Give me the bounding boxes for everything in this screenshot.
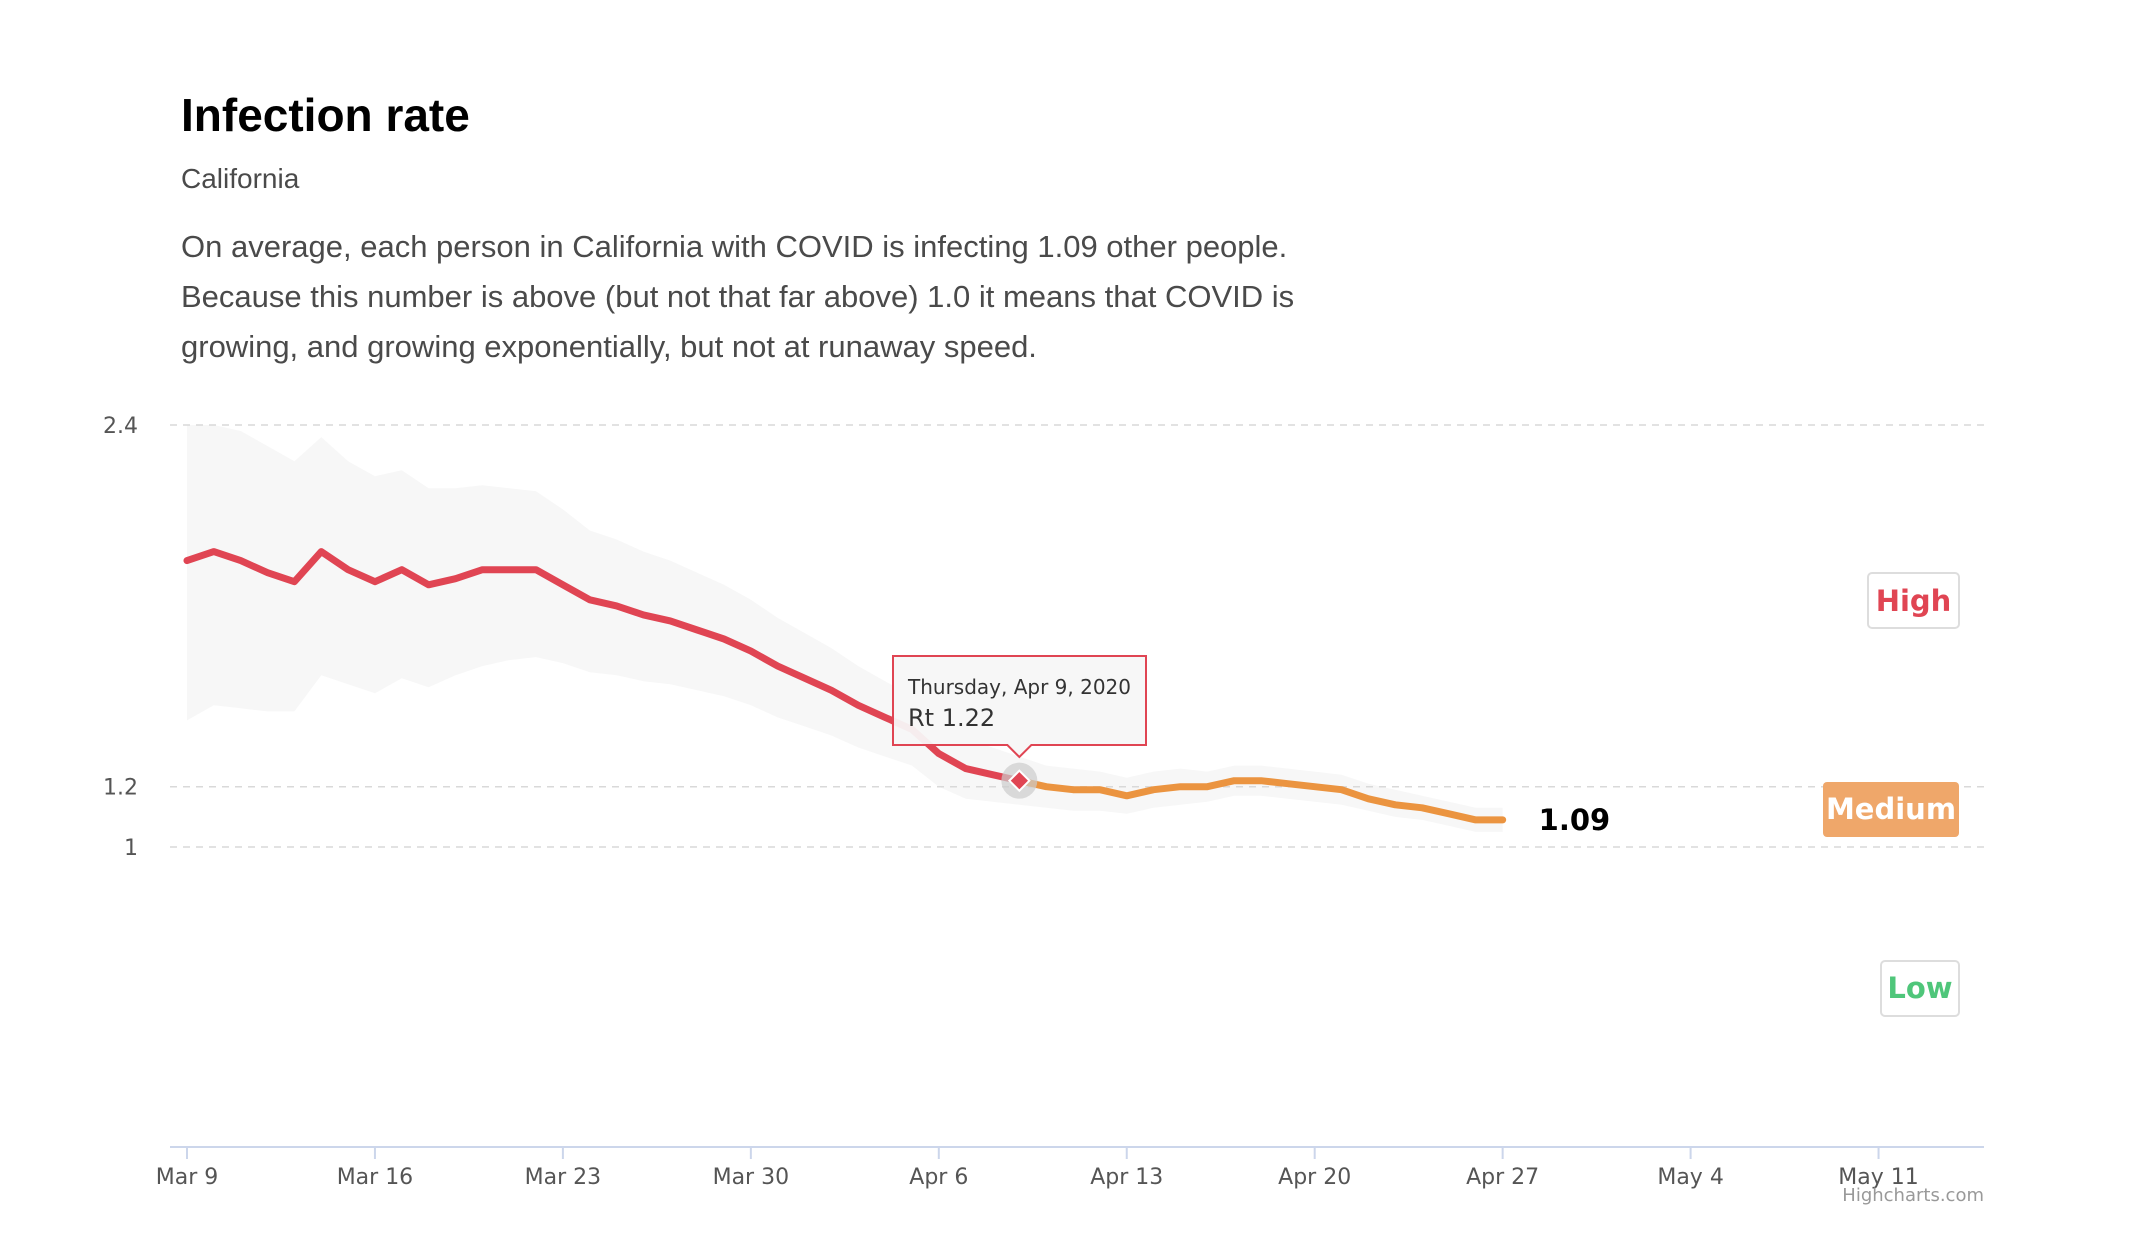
x-tick-label: Mar 23 [525, 1165, 602, 1190]
rt-line-high [183, 548, 1023, 785]
x-tick-label: Mar 16 [337, 1165, 414, 1190]
highcharts-credits[interactable]: Highcharts.com [1842, 1185, 1984, 1206]
last-value-label: 1.09 [1539, 803, 1611, 837]
zone-label-medium: Medium [1826, 792, 1956, 826]
tooltip-value: Rt 1.22 [908, 704, 995, 732]
x-tick-label: Apr 27 [1466, 1165, 1539, 1190]
x-tick-label: Apr 13 [1090, 1165, 1163, 1190]
hover-point-marker[interactable] [1007, 769, 1031, 793]
rt-line-medium [1015, 777, 1507, 824]
zone-badge-medium-box [1823, 782, 1959, 837]
chart-description: On average, each person in California wi… [181, 229, 1295, 364]
x-axis: Mar 9 Mar 16 Mar 23 Mar 30 Apr 6 Apr 13 Apr 20… [156, 1146, 1984, 1190]
grid-layer [170, 424, 1984, 848]
x-tick-label: Mar 30 [713, 1165, 790, 1190]
tooltip: Thursday, Apr 9, 2020 Rt 1.22 [892, 655, 1147, 799]
zone-badge-high: High [1867, 572, 1960, 629]
confidence-band [187, 425, 1503, 832]
tooltip-date: Thursday, Apr 9, 2020 [907, 675, 1131, 699]
zone-label-low: Low [1887, 971, 1952, 1005]
x-tick-label: May 4 [1657, 1165, 1723, 1190]
y-tick-label: 2.4 [103, 414, 138, 439]
zone-badge-medium: Medium [1823, 782, 1959, 837]
zone-badge-low: Low [1880, 960, 1960, 1017]
tooltip-box [892, 655, 1147, 759]
y-tick-label: 1 [124, 836, 138, 861]
x-tick-label: Mar 9 [156, 1165, 219, 1190]
x-tick-label: Apr 6 [909, 1165, 968, 1190]
rt-line-layer [183, 548, 1507, 824]
y-tick-label: 1.2 [103, 776, 138, 801]
zone-badge-high-box [1867, 572, 1960, 629]
chart-title: Infection rate [181, 89, 470, 141]
region-subtitle: California [181, 163, 300, 194]
confidence-band-layer [187, 425, 1503, 832]
zone-badge-low-box [1880, 960, 1960, 1017]
x-tick-label: May 11 [1838, 1165, 1918, 1190]
zone-label-high: High [1876, 584, 1952, 618]
x-tick-label: Apr 20 [1278, 1165, 1351, 1190]
y-axis-labels: 1 1.2 2.4 [103, 414, 138, 861]
